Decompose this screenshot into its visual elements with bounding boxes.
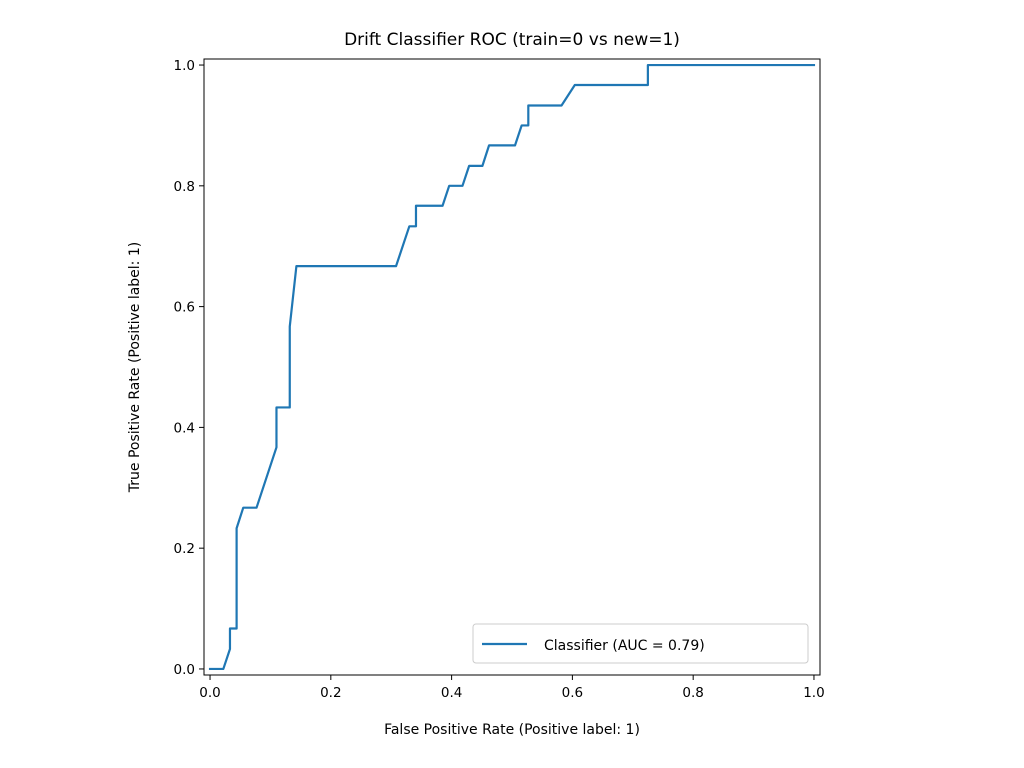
x-axis-label: False Positive Rate (Positive label: 1) [384,722,640,738]
x-tick-label: 0.4 [441,685,462,701]
plot-area: 0.0 0.2 0.4 0.6 0.8 1.0 0.0 0.2 0.4 0.6 0.8 1.0 [174,58,825,701]
chart-title: Drift Classifier ROC (train=0 vs new=1) [344,30,680,50]
series-line-0 [208,63,816,671]
y-tick-label: 1.0 [174,58,195,74]
legend: Classifier (AUC = 0.79) [472,623,809,664]
y-axis-label: True Positive Rate (Positive label: 1) [127,242,143,493]
y-tick-label: 0.4 [174,420,195,436]
y-tick-label: 0.0 [174,662,195,678]
x-tick-label: 0.6 [562,685,583,701]
y-tick-label: 0.2 [174,541,195,557]
x-tick-label: 0.0 [199,685,220,701]
x-tick-label: 1.0 [803,685,824,701]
legend-box [472,623,809,664]
x-tick-label: 0.2 [320,685,341,701]
axes-frame [203,58,821,676]
legend-label: Classifier (AUC = 0.79) [544,638,705,654]
y-tick-label: 0.6 [174,300,195,316]
y-tick-label: 0.8 [174,179,195,195]
x-tick-label: 0.8 [682,685,703,701]
